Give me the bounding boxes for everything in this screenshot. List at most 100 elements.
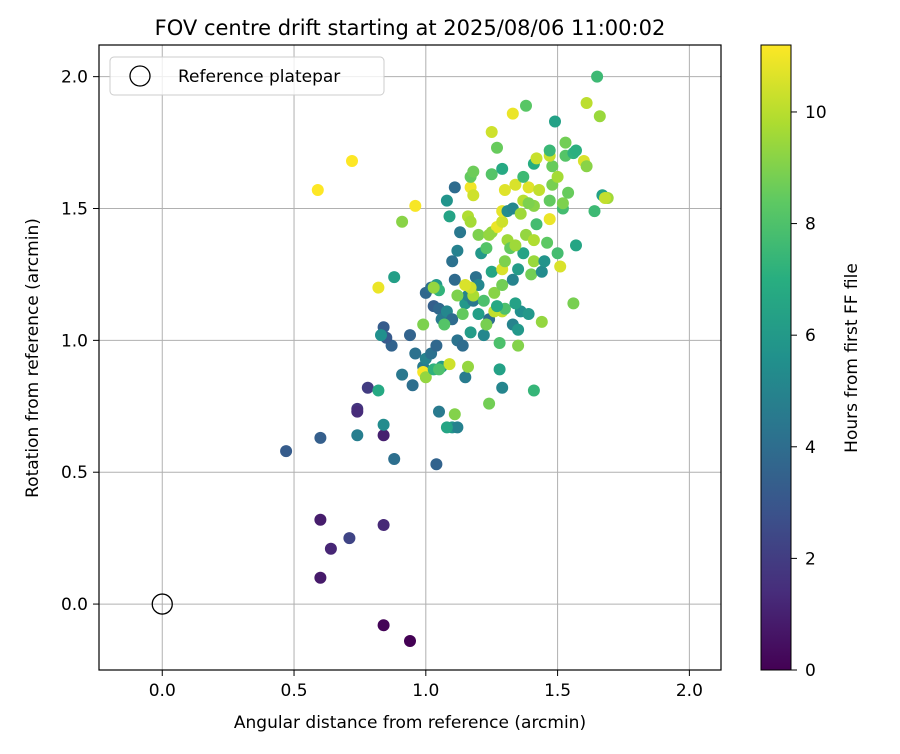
- scatter-point: [599, 192, 611, 204]
- scatter-point: [562, 186, 575, 199]
- scatter-point: [459, 371, 472, 384]
- scatter-point: [485, 126, 498, 138]
- scatter-point: [448, 273, 461, 286]
- scatter-point: [491, 141, 503, 154]
- scatter-point: [506, 273, 519, 286]
- colorbar-tick-label: 6: [805, 326, 816, 346]
- scatter-point: [570, 239, 582, 252]
- scatter-point: [485, 265, 498, 278]
- scatter-point: [483, 397, 496, 410]
- scatter-point: [438, 318, 451, 331]
- colorbar-tick-label: 4: [805, 438, 816, 458]
- scatter-point: [533, 184, 546, 196]
- scatter-point: [388, 453, 401, 465]
- scatter-point: [464, 326, 477, 339]
- scatter-point: [351, 429, 364, 442]
- scatter-point: [409, 347, 422, 360]
- reference-marker-layer: [151, 593, 173, 615]
- scatter-point: [456, 339, 469, 352]
- scatter-point: [509, 297, 522, 310]
- scatter-point: [485, 168, 498, 181]
- scatter-point: [514, 207, 527, 220]
- legend-marker-icon: [129, 65, 151, 87]
- scatter-point: [556, 197, 569, 210]
- scatter-point: [580, 160, 593, 173]
- legend-box: [109, 56, 385, 96]
- scatter-point: [480, 242, 493, 255]
- scatter-point: [480, 318, 493, 331]
- scatter-points: [280, 70, 614, 647]
- scatter-point: [343, 532, 356, 545]
- y-tick-label: 0.0: [61, 595, 88, 615]
- legend: Reference platepar: [109, 56, 385, 96]
- scatter-point: [530, 152, 543, 165]
- x-tick-label: 2.0: [676, 681, 703, 701]
- scatter-point: [488, 286, 501, 299]
- scatter-point: [361, 381, 374, 394]
- y-tick-label: 0.5: [61, 463, 88, 483]
- scatter-point: [443, 210, 456, 223]
- scatter-point: [427, 281, 440, 294]
- scatter-point: [346, 155, 358, 167]
- x-tick-label: 1.5: [544, 681, 571, 701]
- scatter-point: [404, 329, 416, 342]
- scatter-point: [433, 405, 445, 418]
- scatter-point: [477, 294, 490, 307]
- scatter-point: [496, 279, 509, 291]
- scatter-point: [433, 363, 445, 376]
- scatter-point: [591, 70, 604, 83]
- x-axis-ticks: 0.0 0.5 1.0 1.5 2.0: [149, 670, 703, 701]
- scatter-point: [496, 381, 509, 394]
- scatter-point: [551, 170, 564, 183]
- scatter-point: [512, 263, 525, 276]
- scatter-point: [462, 360, 474, 373]
- scatter-point: [554, 260, 567, 273]
- scatter-point: [467, 189, 480, 202]
- plot-frame: [98, 44, 722, 671]
- scatter-point: [377, 519, 390, 531]
- scatter-point: [396, 215, 409, 228]
- scatter-point: [409, 199, 422, 212]
- x-tick-label: 0.5: [281, 681, 308, 701]
- scatter-point: [454, 226, 467, 239]
- scatter-point: [567, 297, 580, 310]
- colorbar-tick-label: 8: [805, 215, 816, 235]
- scatter-point: [448, 181, 461, 194]
- scatter-point: [467, 165, 480, 178]
- scatter-point: [522, 197, 535, 210]
- x-tick-label: 0.0: [149, 681, 176, 701]
- legend-entry-reference: Reference platepar: [178, 67, 340, 87]
- scatter-point: [472, 308, 485, 320]
- scatter-point: [506, 107, 519, 120]
- scatter-point: [535, 315, 548, 328]
- scatter-point: [525, 268, 538, 281]
- scatter-point: [443, 358, 456, 371]
- scatter-point: [527, 384, 540, 397]
- colorbar-tick-label: 0: [805, 661, 816, 681]
- y-tick-label: 1.0: [61, 331, 88, 351]
- scatter-point: [477, 329, 490, 342]
- scatter-point: [483, 228, 496, 241]
- scatter-point: [520, 99, 532, 112]
- scatter-point: [512, 339, 525, 352]
- scatter-point: [440, 194, 453, 207]
- colorbar-tick-label: 10: [805, 103, 827, 123]
- scatter-point: [377, 619, 390, 632]
- scatter-point: [404, 635, 416, 647]
- scatter-point: [543, 144, 556, 157]
- scatter-point: [588, 205, 601, 218]
- chart-title: FOV centre drift starting at 2025/08/06 …: [155, 16, 666, 40]
- scatter-point: [551, 247, 564, 260]
- scatter-point: [522, 181, 535, 194]
- scatter-point: [543, 213, 556, 226]
- scatter-point: [417, 318, 430, 331]
- scatter-point: [512, 323, 525, 336]
- x-tick-label: 1.0: [412, 681, 439, 701]
- scatter-point: [314, 513, 327, 526]
- scatter-point: [491, 300, 503, 313]
- scatter-point: [314, 571, 327, 584]
- scatter-point: [372, 384, 385, 397]
- scatter-point: [527, 234, 540, 247]
- scatter-point: [324, 542, 337, 555]
